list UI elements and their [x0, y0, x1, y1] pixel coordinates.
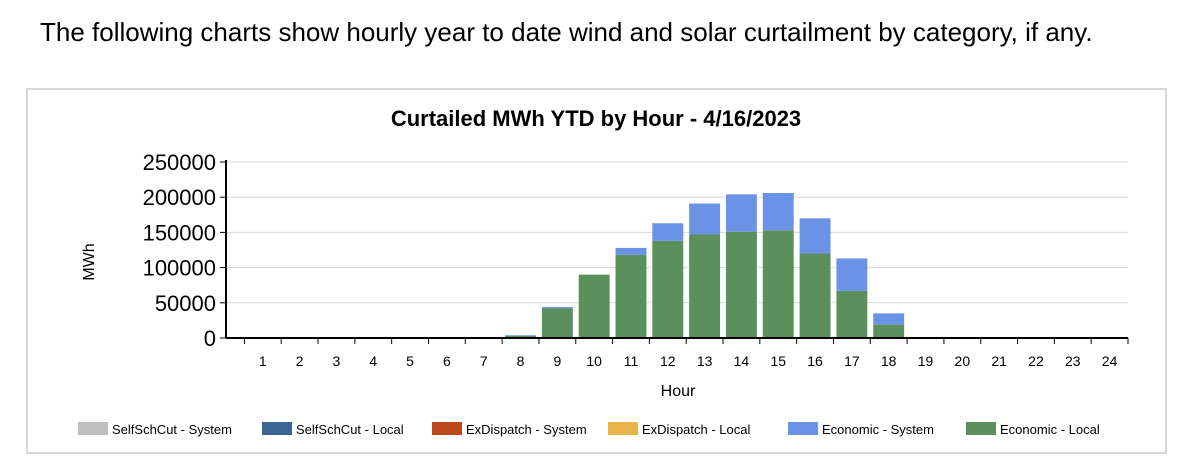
x-tick-label: 4 [369, 353, 377, 369]
x-tick-label: 14 [734, 353, 750, 369]
legend-swatch [262, 422, 292, 435]
x-tick-label: 7 [480, 353, 488, 369]
x-tick-label: 22 [1028, 353, 1044, 369]
x-tick-label: 15 [770, 353, 786, 369]
x-axis-label: Hour [661, 383, 696, 400]
x-tick-label: 24 [1102, 353, 1118, 369]
x-tick-label: 8 [517, 353, 525, 369]
x-tick-label: 16 [807, 353, 823, 369]
y-tick-label: 250000 [143, 150, 216, 175]
x-tick-label: 6 [443, 353, 451, 369]
bar-economic-system-hour-17 [836, 258, 868, 291]
bar-economic-system-hour-14 [725, 194, 757, 232]
curtailment-chart: Curtailed MWh YTD by Hour - 4/16/2023 0 5… [78, 106, 1129, 437]
legend-swatch [432, 422, 462, 435]
x-tick-label: 21 [991, 353, 1007, 369]
legend-label: Economic - Local [1000, 422, 1100, 437]
bar-economic-system-hour-16 [799, 218, 831, 254]
bar-economic-local-hour-18 [873, 324, 905, 338]
intro-text: The following charts show hourly year to… [40, 17, 1093, 47]
bar-economic-local-hour-10 [578, 274, 610, 338]
x-tick-labels: 1 2 3 4 5 6 7 8 9 10 11 12 13 14 15 16 17 18 19 20 21 22 23 24 [243, 338, 1129, 369]
y-tick-label: 0 [204, 326, 216, 351]
bar-economic-system-hour-18 [873, 313, 905, 325]
legend: SelfSchCut - System SelfSchCut - Local ExD… [78, 422, 1100, 437]
bar-economic-system-hour-12 [652, 223, 684, 241]
bar-economic-local-hour-17 [836, 290, 868, 338]
x-tick-label: 23 [1065, 353, 1081, 369]
legend-label: ExDispatch - System [466, 422, 587, 437]
bar-economic-local-hour-14 [725, 231, 757, 338]
x-tick-label: 12 [660, 353, 676, 369]
bar-economic-local-hour-13 [689, 234, 721, 338]
y-axis-label: MWh [81, 243, 98, 280]
bar-economic-system-hour-9 [541, 307, 573, 309]
bar-economic-local-hour-12 [652, 240, 684, 338]
bar-economic-system-hour-11 [615, 247, 647, 255]
legend-swatch [788, 422, 818, 435]
bar-economic-local-hour-9 [541, 308, 573, 338]
legend-label: SelfSchCut - System [112, 422, 232, 437]
x-tick-label: 20 [955, 353, 971, 369]
bar-economic-system-hour-13 [689, 203, 721, 235]
x-tick-label: 18 [881, 353, 897, 369]
chart-title: Curtailed MWh YTD by Hour - 4/16/2023 [391, 106, 801, 131]
y-tick-labels: 0 50000 100000 150000 200000 250000 [143, 150, 226, 351]
legend-swatch [78, 422, 108, 435]
x-tick-label: 11 [624, 353, 639, 369]
legend-label: SelfSchCut - Local [296, 422, 404, 437]
bar-economic-local-hour-16 [799, 253, 831, 338]
x-tick-label: 17 [844, 353, 860, 369]
chart-frame: Curtailed MWh YTD by Hour - 4/16/2023 0 5… [26, 88, 1167, 454]
y-tick-label: 150000 [143, 220, 216, 245]
axes [225, 160, 1128, 339]
y-tick-label: 50000 [155, 291, 216, 316]
legend-swatch [966, 422, 996, 435]
x-tick-label: 10 [586, 353, 602, 369]
bar-economic-local-hour-11 [615, 254, 647, 338]
x-tick-label: 2 [296, 353, 304, 369]
x-tick-label: 5 [406, 353, 414, 369]
y-tick-label: 200000 [143, 185, 216, 210]
x-tick-label: 13 [697, 353, 713, 369]
bar-economic-system-hour-15 [762, 192, 794, 231]
bar-economic-local-hour-15 [762, 230, 794, 338]
x-tick-label: 19 [918, 353, 934, 369]
bars [505, 192, 905, 338]
x-tick-label: 9 [553, 353, 561, 369]
legend-swatch [608, 422, 638, 435]
legend-label: ExDispatch - Local [642, 422, 750, 437]
bar-economic-system-hour-8 [505, 335, 536, 336]
x-tick-label: 1 [259, 353, 267, 369]
bar-economic-local-hour-8 [505, 335, 536, 338]
x-tick-label: 3 [333, 353, 341, 369]
y-tick-label: 100000 [143, 256, 216, 281]
legend-label: Economic - System [822, 422, 934, 437]
